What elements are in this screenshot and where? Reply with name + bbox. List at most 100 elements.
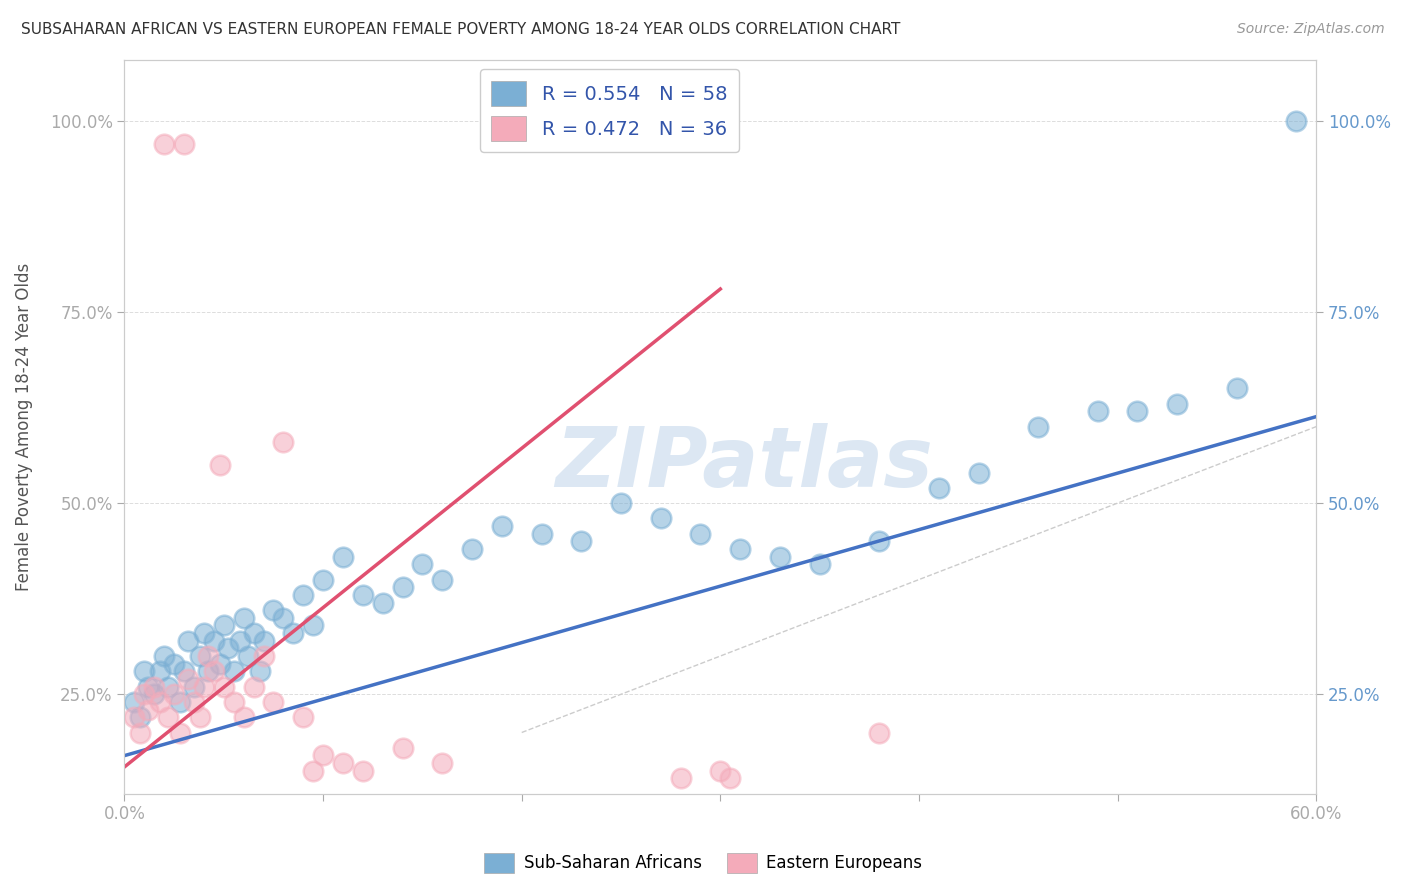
Point (177, 672, 200, 686)
Point (391, 740, 413, 755)
Point (302, 764, 325, 778)
Point (312, 573, 335, 587)
Point (212, 618, 235, 632)
Text: ZIPatlas: ZIPatlas (555, 423, 934, 504)
Legend: Sub-Saharan Africans, Eastern Europeans: Sub-Saharan Africans, Eastern Europeans (477, 847, 929, 880)
Point (432, 573, 454, 587)
Point (371, 595, 394, 609)
Point (232, 611, 254, 625)
Point (569, 534, 592, 549)
Text: Source: ZipAtlas.com: Source: ZipAtlas.com (1237, 22, 1385, 37)
Point (332, 756, 354, 770)
Point (143, 680, 166, 694)
Point (249, 665, 271, 679)
Point (217, 641, 239, 656)
Point (236, 648, 259, 663)
Point (188, 648, 211, 663)
Point (153, 136, 176, 151)
Legend: R = 0.554   N = 58, R = 0.472   N = 36: R = 0.554 N = 58, R = 0.472 N = 36 (479, 70, 740, 153)
Y-axis label: Female Poverty Among 18-24 Year Olds: Female Poverty Among 18-24 Year Olds (15, 262, 32, 591)
Point (212, 680, 235, 694)
Point (188, 710, 211, 724)
Point (352, 764, 374, 778)
Point (232, 710, 254, 724)
Point (1226, 381, 1249, 395)
Point (530, 526, 553, 541)
Point (252, 633, 274, 648)
Point (262, 603, 284, 617)
Point (1166, 397, 1188, 411)
Point (491, 519, 513, 533)
Point (302, 618, 325, 632)
Point (134, 687, 156, 701)
Point (149, 695, 172, 709)
Point (967, 466, 990, 480)
Point (432, 756, 454, 770)
Text: SUBSAHARAN AFRICAN VS EASTERN EUROPEAN FEMALE POVERTY AMONG 18-24 YEAR OLDS CORR: SUBSAHARAN AFRICAN VS EASTERN EUROPEAN F… (21, 22, 900, 37)
Point (650, 511, 672, 525)
Point (808, 558, 831, 572)
Point (669, 772, 692, 786)
Point (273, 434, 295, 449)
Point (411, 558, 433, 572)
Point (352, 588, 374, 602)
Point (689, 526, 711, 541)
Point (391, 580, 413, 594)
Point (292, 710, 315, 724)
Point (163, 657, 186, 671)
Point (183, 680, 205, 694)
Point (173, 136, 195, 151)
Point (129, 725, 152, 739)
Point (461, 541, 484, 556)
Point (124, 695, 146, 709)
Point (202, 633, 225, 648)
Point (173, 665, 195, 679)
Point (1087, 404, 1109, 418)
Point (208, 657, 231, 671)
Point (222, 695, 245, 709)
Point (134, 665, 156, 679)
Point (1126, 404, 1149, 418)
Point (252, 648, 274, 663)
Point (136, 702, 159, 716)
Point (197, 665, 219, 679)
Point (769, 549, 792, 564)
Point (610, 496, 633, 510)
Point (332, 549, 354, 564)
Point (868, 534, 890, 549)
Point (169, 695, 191, 709)
Point (136, 680, 159, 694)
Point (183, 695, 205, 709)
Point (242, 680, 264, 694)
Point (169, 725, 191, 739)
Point (193, 626, 215, 640)
Point (709, 764, 731, 778)
Point (157, 710, 180, 724)
Point (124, 710, 146, 724)
Point (262, 695, 284, 709)
Point (143, 687, 166, 701)
Point (1285, 113, 1308, 128)
Point (283, 626, 305, 640)
Point (718, 772, 741, 786)
Point (928, 481, 950, 495)
Point (312, 748, 335, 763)
Point (222, 665, 245, 679)
Point (157, 680, 180, 694)
Point (202, 665, 225, 679)
Point (153, 648, 176, 663)
Point (242, 626, 264, 640)
Point (1026, 419, 1049, 434)
Point (163, 687, 186, 701)
Point (208, 458, 231, 472)
Point (197, 648, 219, 663)
Point (868, 725, 890, 739)
Point (129, 710, 152, 724)
Point (728, 541, 751, 556)
Point (177, 633, 200, 648)
Point (228, 633, 250, 648)
Point (193, 680, 215, 694)
Point (149, 665, 172, 679)
Point (273, 611, 295, 625)
Point (292, 588, 315, 602)
